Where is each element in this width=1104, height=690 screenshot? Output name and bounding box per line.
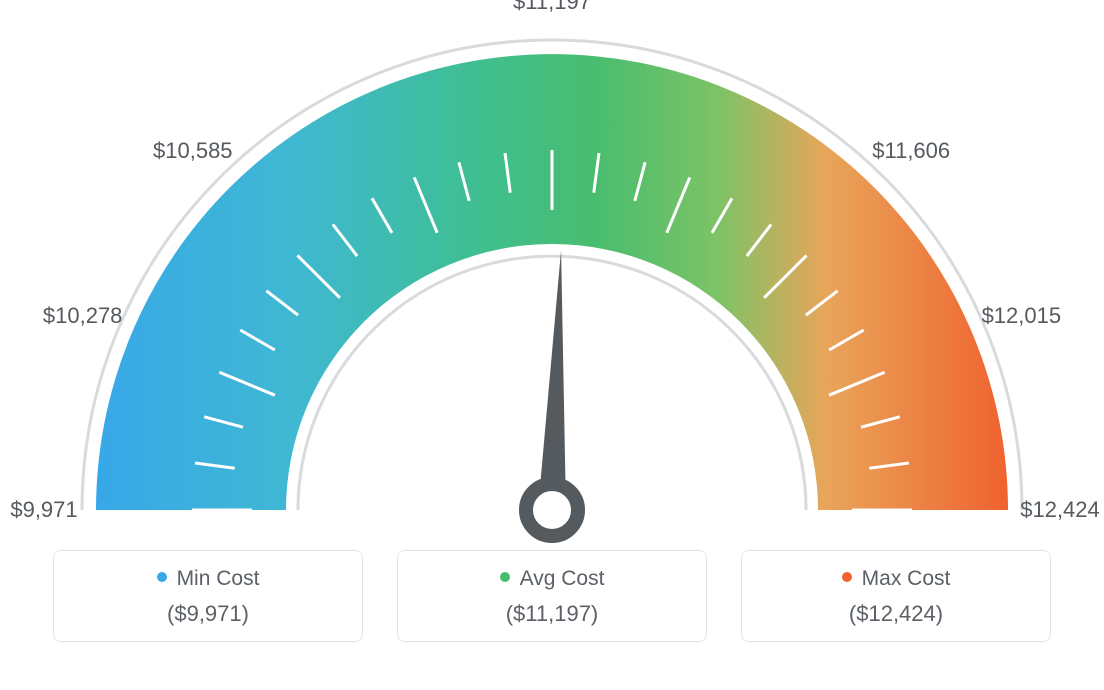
legend-dot-icon [842, 572, 852, 582]
legend-row: Min Cost ($9,971) Avg Cost ($11,197) Max Cos… [0, 550, 1104, 642]
legend-dot-icon [157, 572, 167, 582]
gauge-tick-label: $11,197 [513, 0, 591, 15]
legend-dot-icon [500, 572, 510, 582]
legend-value: ($9,971) [54, 601, 362, 627]
legend-title-text: Max Cost [862, 567, 951, 590]
avg-cost-card: Avg Cost ($11,197) [397, 550, 707, 642]
legend-title-text: Min Cost [177, 567, 260, 590]
legend-value: ($11,197) [398, 601, 706, 627]
gauge-chart: $9,971 $10,278 $10,585 $11,197 $11,606 $12,01… [0, 0, 1104, 540]
gauge-tick-label: $9,971 [10, 497, 77, 523]
legend-title: Avg Cost [398, 567, 706, 591]
gauge-tick-label: $10,585 [153, 138, 233, 164]
legend-title: Max Cost [742, 567, 1050, 591]
legend-value: ($12,424) [742, 601, 1050, 627]
gauge-needle [538, 250, 566, 510]
max-cost-card: Max Cost ($12,424) [741, 550, 1051, 642]
legend-title: Min Cost [54, 567, 362, 591]
gauge-tick-label: $11,606 [872, 138, 950, 164]
gauge-tick-label: $12,424 [1020, 497, 1100, 523]
legend-title-text: Avg Cost [520, 567, 605, 590]
gauge-tick-label: $12,015 [982, 303, 1062, 329]
gauge-tick-label: $10,278 [43, 303, 123, 329]
min-cost-card: Min Cost ($9,971) [53, 550, 363, 642]
gauge-svg [0, 0, 1104, 545]
gauge-hub [526, 484, 578, 536]
